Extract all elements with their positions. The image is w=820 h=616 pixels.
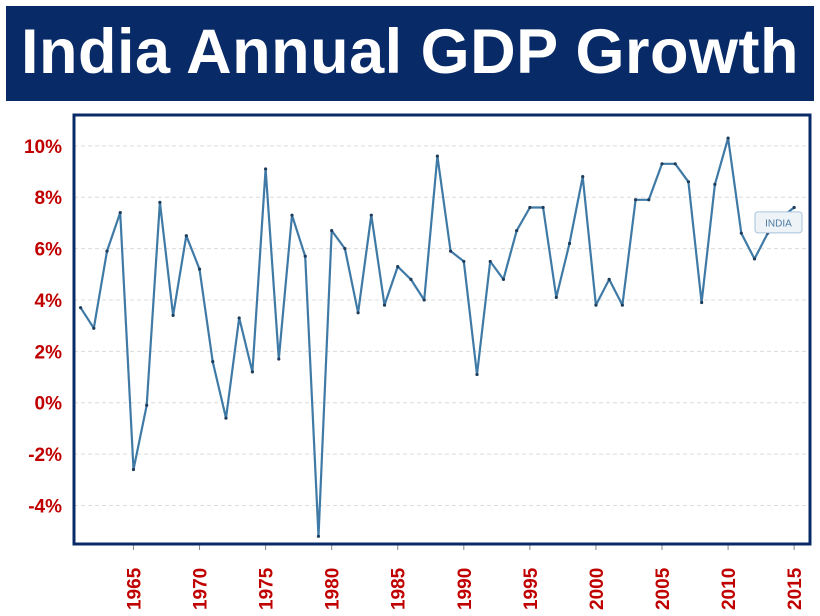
y-tick-label: 0%: [35, 394, 63, 415]
x-tick-label: 1985: [389, 567, 410, 610]
y-tick-label: 10%: [24, 137, 62, 158]
data-point: [343, 246, 347, 251]
title-banner: India Annual GDP Growth: [6, 6, 814, 101]
data-point: [700, 300, 704, 305]
data-point: [541, 205, 545, 210]
x-tick-label: 2000: [587, 568, 608, 610]
data-point: [197, 267, 202, 271]
x-tick-label: 2015: [785, 567, 806, 610]
data-point: [462, 259, 466, 264]
data-point: [303, 254, 307, 258]
data-point: [633, 198, 638, 202]
data-point: [79, 306, 83, 310]
x-tick-label: 2010: [719, 568, 740, 610]
data-point: [145, 403, 149, 407]
data-point: [92, 326, 96, 330]
data-point: [501, 277, 506, 282]
data-point: [488, 259, 492, 264]
y-tick-label: 8%: [35, 188, 63, 209]
y-tick-label: -2%: [28, 445, 62, 466]
data-point: [726, 136, 730, 140]
series-line-india: [79, 137, 795, 538]
data-point: [263, 167, 268, 171]
data-point: [581, 175, 585, 179]
data-point: [567, 241, 572, 246]
x-tick-label: 1965: [124, 567, 145, 610]
x-tick-label: 1995: [521, 567, 542, 610]
data-point: [131, 467, 136, 472]
data-point: [277, 357, 281, 361]
data-point: [316, 534, 321, 538]
legend-box: [754, 211, 803, 234]
data-point: [356, 311, 360, 315]
data-point: [594, 303, 598, 307]
page-title: India Annual GDP Growth: [20, 16, 800, 87]
data-point: [330, 228, 334, 233]
y-tick-label: 2%: [35, 342, 63, 363]
legend-label-india: INDIA: [765, 218, 792, 229]
x-tick-label: 1975: [257, 567, 278, 610]
data-point: [607, 277, 611, 282]
data-point: [237, 316, 241, 320]
x-tick-label: 1970: [191, 568, 212, 610]
data-point: [739, 231, 743, 235]
y-tick-label: -4%: [28, 496, 62, 517]
data-point: [409, 277, 413, 282]
data-point: [184, 234, 188, 238]
data-point: [713, 182, 717, 186]
data-point: [118, 211, 122, 215]
data-point: [554, 295, 558, 299]
data-point: [105, 249, 109, 253]
data-point: [396, 264, 400, 269]
data-point: [792, 205, 796, 210]
y-tick-label: 4%: [35, 291, 63, 312]
data-point: [647, 198, 651, 202]
data-point: [528, 205, 532, 210]
data-point: [620, 303, 624, 307]
data-point: [422, 298, 426, 302]
data-point: [369, 213, 373, 217]
y-tick-label: 6%: [35, 240, 63, 261]
data-point: [158, 200, 162, 204]
x-tick-label: 1990: [455, 568, 476, 610]
data-point: [435, 154, 439, 158]
data-point: [660, 162, 664, 166]
x-tick-label: 1980: [323, 568, 344, 610]
data-point: [752, 257, 757, 261]
data-point: [250, 370, 254, 374]
data-point: [211, 360, 215, 364]
x-tick-label: 2005: [653, 567, 674, 610]
data-point: [382, 303, 387, 307]
data-point: [515, 228, 519, 233]
data-point: [475, 372, 479, 377]
data-point: [448, 249, 453, 253]
plot-frame: [72, 113, 812, 546]
data-point: [673, 162, 677, 166]
data-point: [686, 180, 691, 184]
data-point: [171, 313, 175, 317]
data-point: [290, 213, 294, 217]
data-point: [224, 416, 228, 420]
